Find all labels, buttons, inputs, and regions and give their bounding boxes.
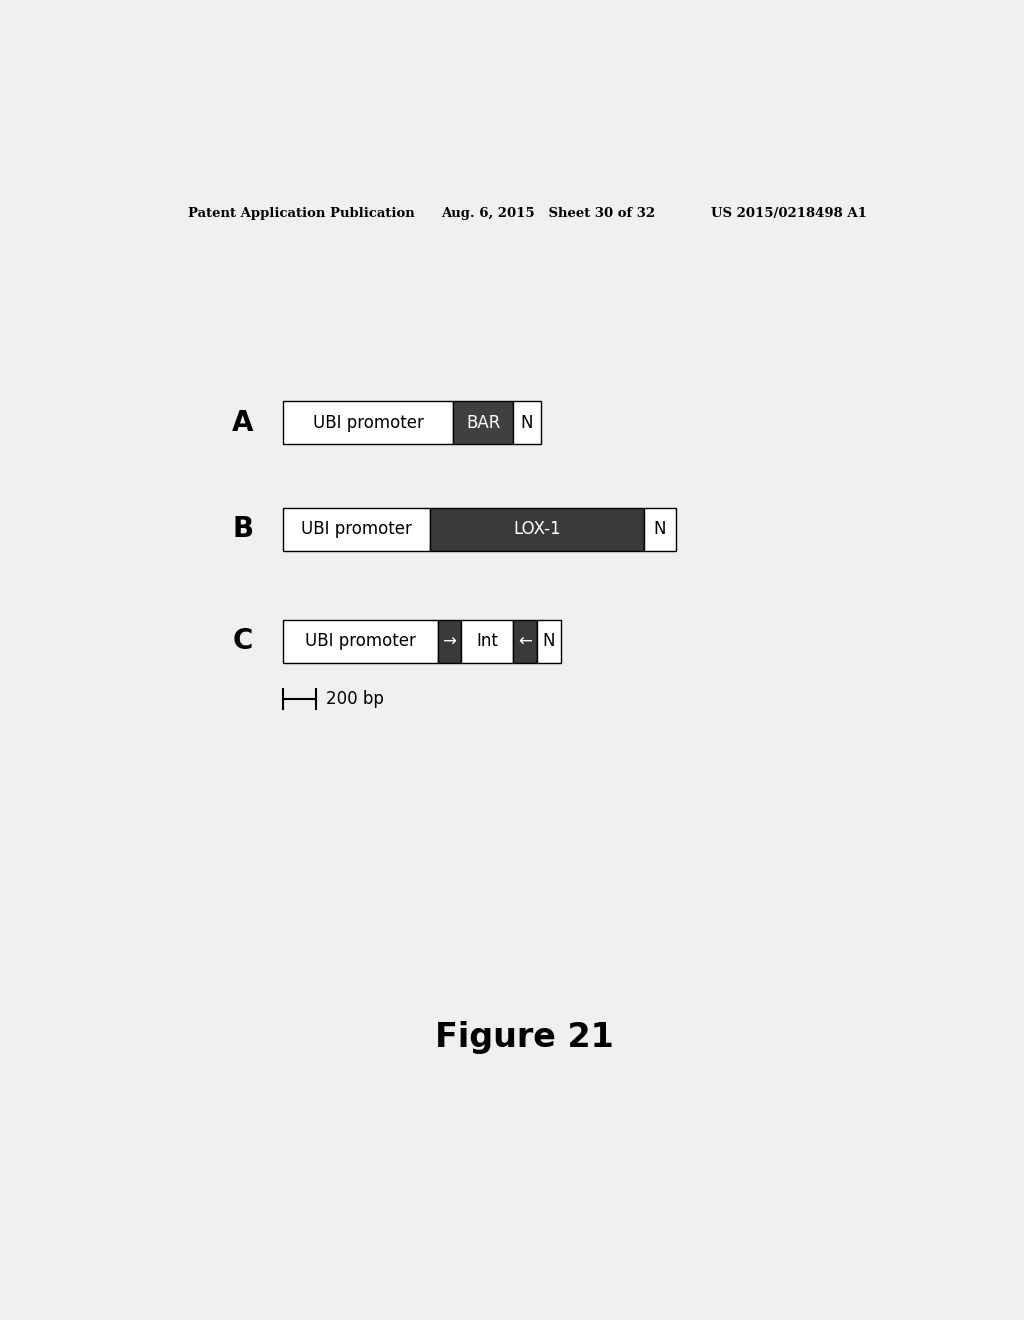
Text: B: B: [232, 515, 254, 544]
Text: Aug. 6, 2015   Sheet 30 of 32: Aug. 6, 2015 Sheet 30 of 32: [441, 207, 655, 220]
Text: N: N: [543, 632, 555, 651]
Bar: [644, 508, 676, 550]
Text: N: N: [520, 413, 534, 432]
Bar: [437, 620, 461, 663]
Bar: [513, 401, 541, 444]
Bar: [537, 620, 560, 663]
Bar: [283, 508, 430, 550]
Text: UBI promoter: UBI promoter: [301, 520, 412, 539]
Text: Int: Int: [476, 632, 498, 651]
Bar: [461, 620, 513, 663]
Text: LOX-1: LOX-1: [513, 520, 560, 539]
Bar: [430, 508, 644, 550]
Text: N: N: [653, 520, 666, 539]
Text: BAR: BAR: [466, 413, 501, 432]
Text: →: →: [442, 632, 457, 651]
Text: UBI promoter: UBI promoter: [305, 632, 416, 651]
Text: Figure 21: Figure 21: [435, 1022, 614, 1055]
Bar: [454, 401, 513, 444]
Text: ←: ←: [518, 632, 531, 651]
Bar: [283, 620, 437, 663]
Text: 200 bp: 200 bp: [327, 690, 384, 708]
Bar: [513, 620, 537, 663]
Text: A: A: [232, 409, 254, 437]
Text: UBI promoter: UBI promoter: [312, 413, 424, 432]
Text: US 2015/0218498 A1: US 2015/0218498 A1: [712, 207, 867, 220]
Bar: [283, 401, 454, 444]
Text: Patent Application Publication: Patent Application Publication: [187, 207, 415, 220]
Text: C: C: [232, 627, 253, 655]
